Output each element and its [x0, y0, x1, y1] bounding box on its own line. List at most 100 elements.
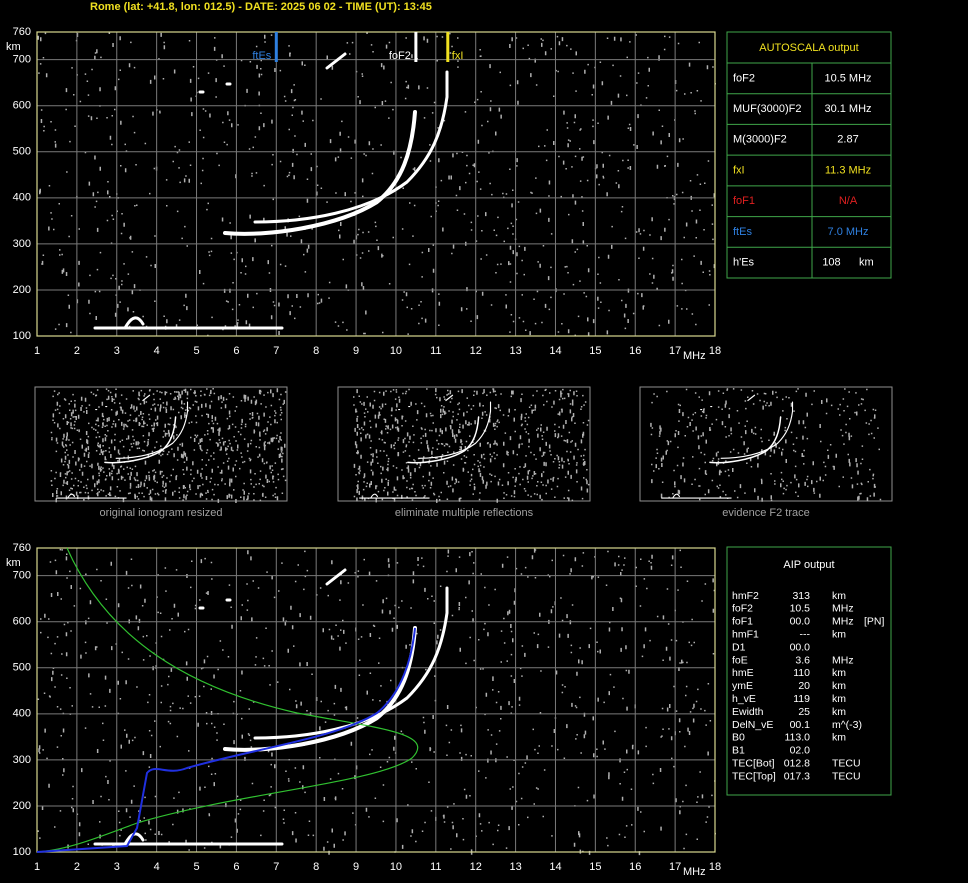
panel-title: AIP output [783, 559, 834, 571]
aip-cell: hmF2 [732, 590, 759, 602]
aip-cell: 119 [793, 693, 810, 705]
x-tick-label: 11 [430, 861, 441, 873]
x-tick-label: 1 [34, 861, 40, 873]
plot-frame [36, 547, 716, 853]
aip-cell: foF2 [732, 603, 753, 615]
x-tick-label: 8 [313, 861, 319, 873]
x-tick-label: 9 [353, 345, 359, 357]
plot-frame [36, 31, 716, 337]
x-tick-label: 16 [629, 861, 641, 873]
y-tick-label: 500 [13, 662, 31, 674]
aip-cell: 25 [798, 706, 810, 718]
aip-cell: km [832, 706, 846, 718]
aip-plot-base: 1 2 3 4 5 6 7 8 9 10 11 12 13 14 15 16 17 181002003004005… [6, 542, 721, 878]
aip-cell: B1 [732, 745, 745, 757]
row-label: h'Es [733, 257, 755, 269]
y-tick-label: 200 [13, 284, 31, 296]
thumbnail-caption: evidence F2 trace [722, 507, 809, 519]
y-tick-label: 400 [13, 192, 31, 204]
x-tick-label: 15 [589, 345, 601, 357]
panel-title: AUTOSCALA output [759, 42, 858, 54]
x-tick-label: 2 [74, 345, 80, 357]
x-tick-label: 10 [390, 345, 402, 357]
marker-label: fxI [452, 50, 464, 62]
aip-cell: MHz [832, 616, 854, 628]
autoscala-panel: AUTOSCALA output foF2 10.5 MHz MUF(3000)F2 3… [726, 31, 892, 279]
y-tick-label: 300 [13, 238, 31, 250]
aip-panel: AIP output hmF2 313 km foF2 10.5 MHz foF1 00.0 MH… [726, 546, 892, 796]
y-tick-label: 100 [13, 846, 31, 858]
row-value: N/A [839, 195, 858, 207]
aip-cell: hmF1 [732, 628, 759, 640]
aip-cell: km [832, 590, 846, 602]
aip-cell: TEC[Top] [732, 770, 776, 782]
aip-cell: h_vE [732, 693, 756, 705]
x-tick-label: 14 [549, 861, 561, 873]
aip-cell: foE [732, 654, 748, 666]
panel-frame [726, 546, 892, 796]
row-label: foF2 [733, 72, 755, 84]
aip-cell: MHz [832, 654, 854, 666]
y-unit: km [6, 557, 21, 569]
aip-cell: TECU [832, 770, 861, 782]
aip-cell: km [832, 628, 846, 640]
aip-cell: TEC[Bot] [732, 757, 775, 769]
row-label: ftEs [733, 226, 752, 238]
aip-cell: 3.6 [795, 654, 810, 666]
x-tick-label: 4 [154, 345, 160, 357]
aip-cell: 00.1 [790, 719, 811, 731]
x-tick-label: 5 [193, 861, 199, 873]
marker-label: ftEs [252, 50, 271, 62]
aip-cell: ymE [732, 680, 753, 692]
aip-cell: 02.0 [790, 745, 811, 757]
aip-cell: 110 [793, 667, 810, 679]
aip-cell: 20 [798, 680, 810, 692]
x-tick-label: 1 [34, 345, 40, 357]
plot-background [37, 548, 715, 852]
aip-cell: 10.5 [790, 603, 811, 615]
x-tick-label: 6 [233, 345, 239, 357]
x-tick-label: 12 [470, 861, 482, 873]
x-tick-label: 18 [709, 861, 721, 873]
row-value: 11.3 MHz [825, 164, 871, 176]
x-tick-label: 9 [353, 861, 359, 873]
row-value: 2.87 [837, 134, 858, 146]
x-tick-label: 3 [114, 345, 120, 357]
aip-cell: --- [800, 628, 811, 640]
x-tick-label: 3 [114, 861, 120, 873]
row-value: 7.0 MHz [828, 226, 869, 238]
aip-cell: km [832, 667, 846, 679]
aip-cell: 313 [792, 590, 810, 602]
x-tick-label: 4 [154, 861, 160, 873]
y-tick-label: 760 [13, 542, 31, 554]
aip-cell: 00.0 [790, 641, 811, 653]
row-value: 30.1 MHz [824, 103, 871, 115]
x-unit: MHz [683, 866, 706, 878]
x-tick-label: 17 [669, 345, 681, 357]
thumbnail-caption: original ionogram resized [100, 507, 223, 519]
aip-cell: 113.0 [785, 732, 811, 744]
aip-cell: 00.0 [790, 616, 811, 628]
profile-curve [36, 547, 419, 853]
aip-cell: hmE [732, 667, 754, 679]
row-value: 10.5 MHz [824, 72, 871, 84]
x-unit: MHz [683, 350, 706, 362]
y-tick-label: 600 [13, 100, 31, 112]
x-tick-label: 15 [589, 861, 601, 873]
fitted-trace [36, 627, 416, 853]
aip-cell: km [832, 680, 846, 692]
x-tick-label: 13 [509, 345, 521, 357]
x-tick-label: 10 [390, 861, 402, 873]
aip-cell: km [832, 693, 846, 705]
aip-cell: DelN_vE [732, 719, 773, 731]
y-tick-label: 700 [13, 54, 31, 66]
x-tick-label: 5 [193, 345, 199, 357]
marker-label: foF2 [389, 50, 411, 62]
aip-cell: D1 [732, 641, 746, 653]
y-tick-label: 400 [13, 708, 31, 720]
aip-cell: [PN] [864, 616, 885, 628]
x-tick-label: 13 [509, 861, 521, 873]
x-tick-label: 12 [470, 345, 482, 357]
x-tick-label: 17 [669, 861, 681, 873]
y-unit: km [6, 41, 21, 53]
